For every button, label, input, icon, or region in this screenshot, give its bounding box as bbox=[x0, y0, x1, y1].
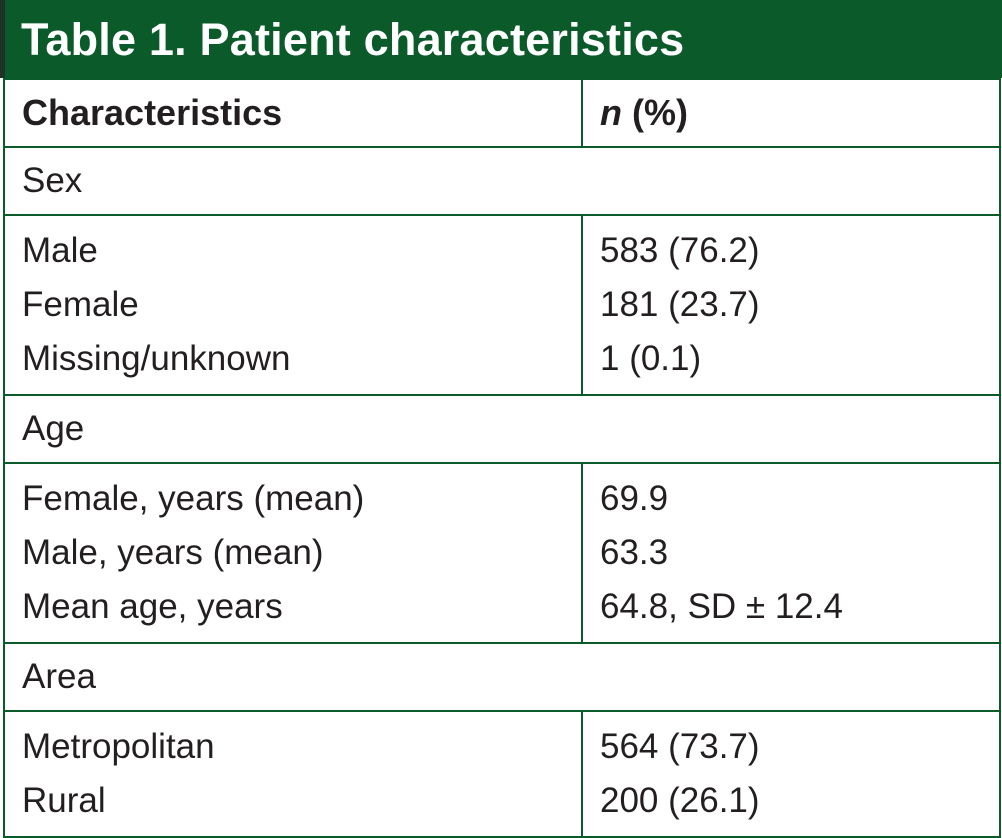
row-value: 564 (73.7) bbox=[600, 727, 760, 766]
group-labels: Metropolitan Rural bbox=[3, 710, 583, 838]
row-value: 63.3 bbox=[600, 533, 669, 572]
row-value: 181 (23.7) bbox=[600, 285, 760, 324]
header-n: n bbox=[600, 92, 622, 133]
header-characteristics: Characteristics bbox=[3, 78, 583, 148]
row-value: 1 (0.1) bbox=[600, 339, 702, 378]
group-values: 69.9 63.3 64.8, SD ± 12.4 bbox=[581, 462, 1001, 644]
section-label: Age bbox=[3, 394, 1001, 464]
group-row-sex: Male Female Missing/unknown 583 (76.2) 1… bbox=[3, 214, 1001, 396]
row-label: Male, years (mean) bbox=[22, 533, 324, 572]
row-label: Female bbox=[22, 285, 139, 324]
header-row: Characteristics n (%) bbox=[3, 78, 1001, 148]
section-row-sex: Sex bbox=[3, 146, 1001, 216]
group-values: 583 (76.2) 181 (23.7) 1 (0.1) bbox=[581, 214, 1001, 396]
table-title: Table 1. Patient characteristics bbox=[21, 13, 685, 65]
table-grid: Characteristics n (%) Sex Male Female Mi… bbox=[3, 78, 1001, 838]
row-value: 583 (76.2) bbox=[600, 231, 760, 270]
section-row-age: Age bbox=[3, 394, 1001, 464]
group-values: 564 (73.7) 200 (26.1) bbox=[581, 710, 1001, 838]
section-label: Sex bbox=[3, 146, 1001, 216]
group-row-area: Metropolitan Rural 564 (73.7) 200 (26.1) bbox=[3, 710, 1001, 838]
header-n-percent: n (%) bbox=[581, 78, 1001, 148]
row-value: 69.9 bbox=[600, 479, 669, 518]
row-value: 200 (26.1) bbox=[600, 781, 760, 820]
group-row-age: Female, years (mean) Male, years (mean) … bbox=[3, 462, 1001, 644]
row-value: 64.8, SD ± 12.4 bbox=[600, 587, 843, 626]
row-label: Missing/unknown bbox=[22, 339, 291, 378]
row-label: Metropolitan bbox=[22, 727, 215, 766]
group-labels: Female, years (mean) Male, years (mean) … bbox=[3, 462, 583, 644]
row-label: Female, years (mean) bbox=[22, 479, 365, 518]
table-title-bar: Table 1. Patient characteristics bbox=[0, 0, 1002, 78]
row-label: Mean age, years bbox=[22, 587, 283, 626]
section-row-area: Area bbox=[3, 642, 1001, 712]
row-label: Rural bbox=[22, 781, 106, 820]
header-percent: (%) bbox=[622, 92, 688, 133]
row-label: Male bbox=[22, 231, 98, 270]
section-label: Area bbox=[3, 642, 1001, 712]
group-labels: Male Female Missing/unknown bbox=[3, 214, 583, 396]
